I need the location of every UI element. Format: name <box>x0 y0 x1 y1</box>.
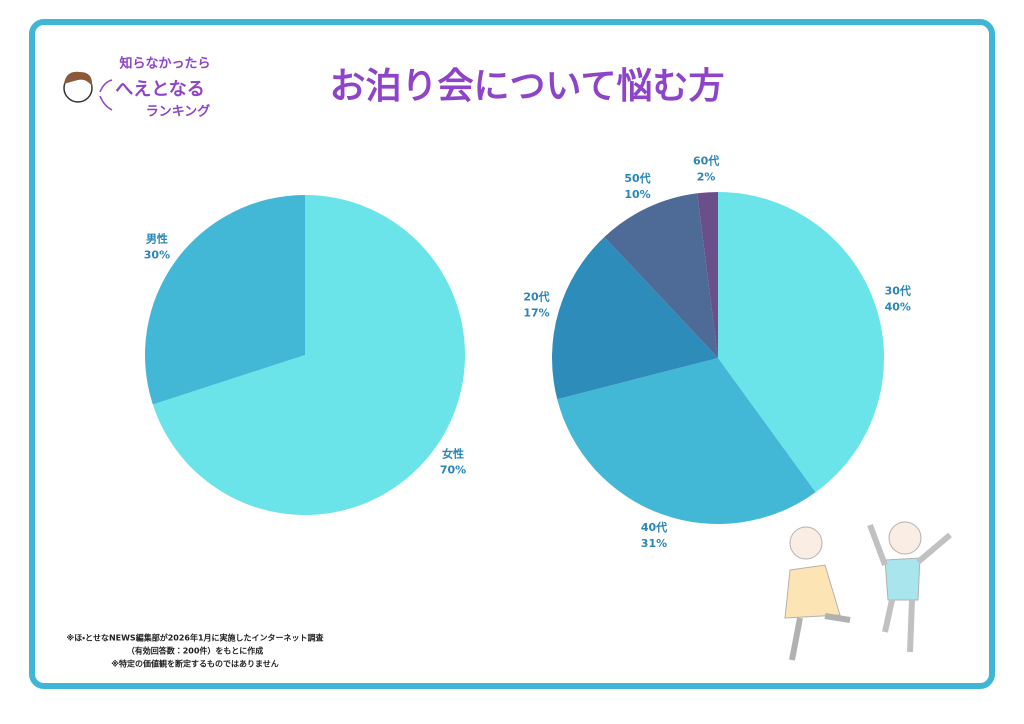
pie-slice <box>145 195 305 405</box>
slice-category: 40代 <box>641 520 667 534</box>
note: ※特定の価値観を断定するものではありません <box>111 659 279 669</box>
logo-text: ランキング <box>146 104 211 120</box>
slice-value-label: 70% <box>440 464 466 477</box>
note: （有効回答数：200件）をもとに作成 <box>127 646 264 656</box>
illustration <box>784 521 952 661</box>
notes: ※ほ・とせなNEWS編集部が2026年1月に実施したインターネット調査 （有効回… <box>66 633 324 669</box>
pie-chart: 30代 40% 40代 31% 20代 17% 50代 10% 60代 2% <box>523 153 911 549</box>
logo-text: 知らなかったら <box>119 56 210 72</box>
logo-text: へえとなる <box>115 79 204 100</box>
pie-slice <box>557 358 816 524</box>
pie-slice <box>152 195 465 515</box>
child-head <box>789 526 823 560</box>
slice-value-label: 30% <box>144 248 170 261</box>
child-legs <box>789 613 851 661</box>
slice-value-label: 40% <box>885 301 911 314</box>
child-body <box>884 557 921 601</box>
logo: 知らなかったら へえとなる ランキング <box>63 56 211 120</box>
slice-value-label: 17% <box>523 306 549 319</box>
pie-slice <box>552 236 718 400</box>
pie-slice <box>697 192 718 358</box>
slice-value-label: 2% <box>697 170 716 183</box>
logo-bracket <box>99 79 113 111</box>
child-body <box>784 564 841 619</box>
slice-category: 50代 <box>624 171 650 185</box>
logo-hair <box>64 71 93 86</box>
child-head <box>888 521 922 555</box>
slice-category: 女性 <box>442 447 464 461</box>
pie-slice <box>604 193 718 358</box>
slice-category: 男性 <box>146 231 168 245</box>
slice-value-label: 10% <box>624 188 650 201</box>
pie-slice <box>718 192 884 493</box>
pie-chart: 女性 70% 男性 30% <box>144 195 466 515</box>
child-limbs <box>867 523 952 653</box>
note: ※ほ・とせなNEWS編集部が2026年1月に実施したインターネット調査 <box>66 633 324 643</box>
slice-category: 20代 <box>523 289 549 303</box>
slice-category: 30代 <box>885 284 911 298</box>
slice-value-label: 31% <box>641 537 667 550</box>
slice-category: 60代 <box>693 153 719 167</box>
page-title: お泊り会について悩む方 <box>330 66 725 107</box>
